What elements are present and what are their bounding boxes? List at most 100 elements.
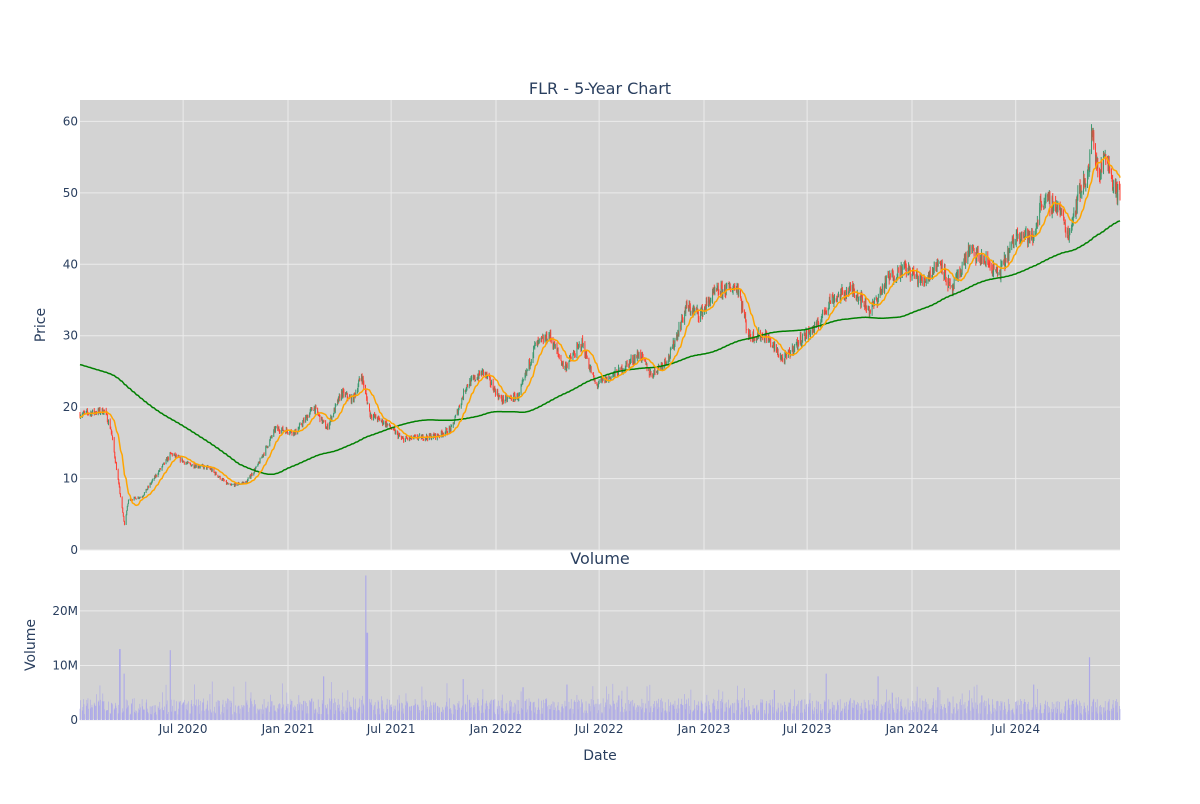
volume-bar (569, 708, 571, 720)
volume-bar (568, 701, 570, 720)
volume-bar (484, 703, 486, 720)
candle-body (221, 479, 223, 481)
candle-body (920, 279, 921, 283)
volume-bar (430, 701, 431, 720)
volume-bar (341, 710, 342, 720)
volume-bar (85, 705, 87, 720)
candle-body (499, 395, 500, 397)
candle-body (97, 409, 99, 414)
volume-bar (1087, 714, 1089, 720)
candle-body (838, 294, 839, 297)
volume-bar (358, 708, 359, 720)
candle-body (836, 299, 838, 300)
candle-body (984, 261, 986, 265)
candle-body (664, 359, 666, 363)
candle-body (578, 345, 579, 347)
candle-body (126, 510, 128, 515)
candle-body (709, 300, 711, 306)
candle-body (856, 296, 858, 298)
volume-bar (242, 708, 244, 720)
volume-bar (840, 712, 842, 720)
candle-body (373, 416, 374, 419)
volume-bar (298, 695, 300, 720)
volume-bar (865, 708, 867, 720)
volume-bar (758, 709, 760, 720)
candle-body (943, 272, 945, 277)
volume-bar (289, 712, 291, 720)
candle-body (454, 421, 455, 424)
volume-bar (1071, 704, 1072, 720)
candle-body (558, 355, 560, 358)
candle-body (330, 416, 332, 421)
volume-bar (95, 705, 96, 720)
volume-bar (718, 689, 720, 720)
candle-body (194, 465, 196, 468)
candle-body (770, 339, 772, 346)
candle-body (901, 266, 903, 277)
candle-body (536, 342, 538, 346)
volume-bar (648, 700, 650, 720)
candle-body (1001, 261, 1003, 263)
candle-body (251, 473, 253, 476)
volume-bar (1028, 709, 1030, 720)
candle-body (206, 466, 207, 469)
volume-bar (669, 705, 671, 720)
volume-bar (995, 709, 997, 720)
volume-bar (128, 705, 129, 720)
candle-body (515, 397, 516, 401)
candle-body (717, 286, 719, 288)
candle-body (732, 290, 733, 293)
volume-bar (462, 705, 463, 720)
volume-bar (321, 700, 323, 720)
candle-body (243, 482, 244, 483)
volume-bar (302, 704, 304, 720)
candle-body (301, 424, 303, 426)
candle-body (242, 482, 244, 484)
volume-bar (377, 700, 379, 720)
candle-body (641, 353, 643, 360)
volume-bar (1115, 701, 1116, 720)
volume-bar (909, 710, 911, 720)
candle-body (362, 377, 364, 383)
volume-bar (175, 701, 177, 720)
volume-bar (929, 710, 930, 720)
candle-body (1071, 230, 1072, 231)
volume-bar (592, 686, 594, 720)
volume-bar (692, 710, 694, 720)
candle-body (335, 404, 337, 406)
volume-bar (562, 706, 563, 720)
volume-bar (845, 712, 847, 720)
volume-bar (682, 705, 683, 720)
volume-bar (101, 701, 103, 720)
candle-body (122, 512, 124, 517)
candle-body (979, 258, 981, 263)
candle-body (446, 428, 447, 430)
candle-body (824, 310, 826, 315)
candle-body (442, 433, 443, 436)
candle-body (937, 263, 939, 266)
volume-bar (1085, 712, 1087, 720)
volume-bar (1023, 699, 1025, 720)
candle-body (920, 275, 922, 280)
candle-body (118, 483, 120, 488)
candle-body (858, 298, 859, 301)
volume-bar (540, 713, 542, 720)
candle-body (258, 462, 260, 463)
volume-bar (453, 714, 455, 720)
volume-bar (738, 700, 740, 720)
candle-body (927, 279, 929, 281)
volume-bar (573, 701, 575, 720)
volume-bar (770, 705, 771, 720)
candle-body (418, 434, 420, 438)
volume-bar (310, 702, 312, 720)
volume-bar (932, 705, 933, 720)
candle-body (590, 367, 592, 373)
candle-body (921, 275, 923, 280)
volume-bar (1003, 709, 1005, 720)
volume-bar (265, 707, 267, 720)
candle-body (159, 468, 161, 472)
candle-body (287, 432, 289, 434)
candle-body (1099, 173, 1100, 176)
volume-bar (773, 713, 774, 720)
candle-body (430, 434, 431, 437)
